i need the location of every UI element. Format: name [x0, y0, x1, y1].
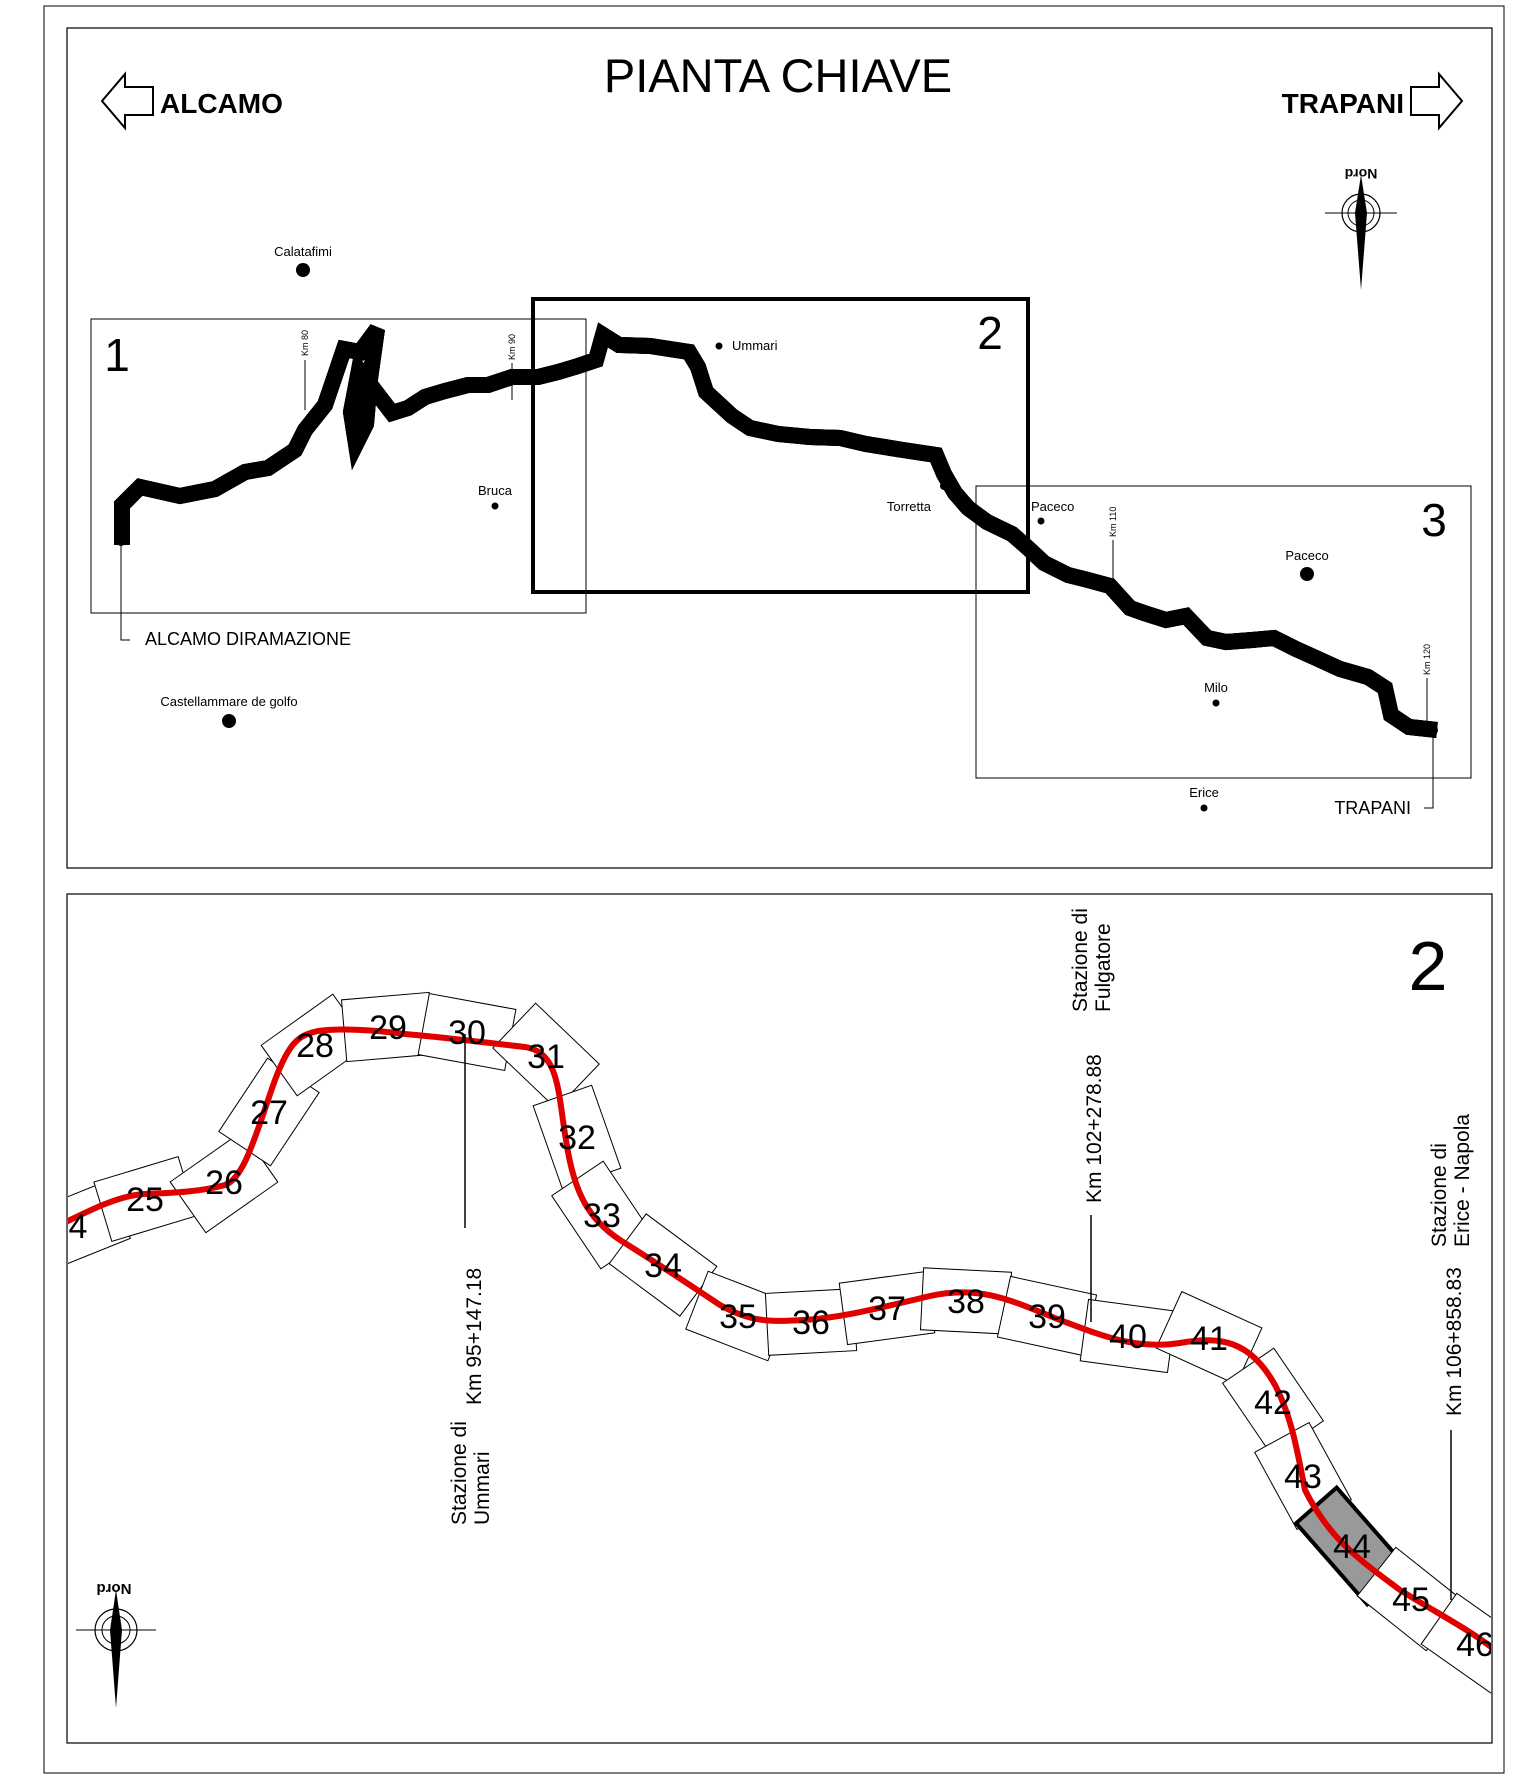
- key-map-corridor: [114, 322, 1438, 738]
- erice-station-km: Km 106+858.83: [1443, 1267, 1466, 1416]
- detail-north-arrow-icon: [76, 1590, 156, 1708]
- segment-label-46: 46: [1456, 1626, 1494, 1664]
- paceco-large-label: Paceco: [1285, 548, 1328, 563]
- sheet-1-box: [90, 318, 587, 614]
- erice-label: Erice: [1189, 785, 1219, 800]
- segment-label-41: 41: [1190, 1320, 1228, 1358]
- ummari-station-line2: Ummari: [471, 1452, 494, 1526]
- castellammare-dot: [222, 714, 236, 728]
- calatafimi-label: Calatafimi: [274, 244, 332, 259]
- milo-dot: [1212, 699, 1220, 707]
- km90-label: Km 90: [507, 334, 517, 360]
- start-point-label: ALCAMO DIRAMAZIONE: [145, 629, 351, 649]
- castellammare-label: Castellammare de golfo: [160, 694, 297, 709]
- north-arrow-icon: [1325, 175, 1397, 290]
- direction-left-label: ALCAMO: [160, 88, 283, 119]
- paceco-small-label: Paceco: [1031, 499, 1074, 514]
- bruca-label: Bruca: [478, 483, 513, 498]
- detail-sheet-number: 2: [1409, 927, 1448, 1005]
- segment-label-25: 25: [126, 1181, 164, 1219]
- detail-route-line: [68, 1026, 1491, 1651]
- erice-dot: [1200, 804, 1208, 812]
- erice-station-line1: Stazione di: [1428, 1143, 1451, 1247]
- erice-station-line2: Erice - Napola: [1451, 1114, 1474, 1247]
- paceco-small-dot: [1037, 517, 1045, 525]
- bruca-dot: [491, 502, 499, 510]
- ummari-station-km: Km 95+147.18: [463, 1268, 486, 1405]
- sheet-1-number: 1: [104, 329, 130, 381]
- key-map-route: [122, 329, 1437, 730]
- ummari-station-line1: Stazione di: [448, 1421, 471, 1525]
- fulgatore-station-line2: Fulgatore: [1092, 923, 1115, 1012]
- left-arrow-icon: [100, 71, 154, 131]
- page-title: PIANTA CHIAVE: [604, 49, 952, 102]
- torretta-dot: [940, 482, 948, 490]
- fulgatore-station-km: Km 102+278.88: [1083, 1054, 1106, 1203]
- segment-label-4: 4: [69, 1208, 88, 1246]
- segment-label-32: 32: [558, 1119, 596, 1157]
- sheet-3-box: [975, 485, 1472, 779]
- segment-label-33: 33: [583, 1197, 621, 1235]
- segment-label-40: 40: [1109, 1318, 1147, 1356]
- segment-label-39: 39: [1028, 1298, 1066, 1336]
- segment-label-37: 37: [868, 1290, 906, 1328]
- sheet-2-box: [531, 297, 1030, 594]
- fulgatore-station-line1: Stazione di: [1069, 908, 1092, 1012]
- ummari-label: Ummari: [732, 338, 778, 353]
- segment-label-42: 42: [1254, 1384, 1292, 1422]
- km120-label: Km 120: [1422, 644, 1432, 675]
- segment-label-45: 45: [1392, 1581, 1430, 1619]
- right-arrow-icon: [1410, 71, 1464, 131]
- segment-label-36: 36: [792, 1304, 830, 1342]
- km80-label: Km 80: [300, 330, 310, 356]
- segment-label-44: 44: [1333, 1528, 1371, 1566]
- segment-label-29: 29: [369, 1009, 407, 1047]
- segment-label-27: 27: [250, 1094, 288, 1132]
- key-map-frame: [66, 27, 1493, 869]
- sheet-3-number: 3: [1421, 494, 1447, 546]
- calatafimi-dot: [296, 263, 310, 277]
- ummari-dot: [715, 342, 723, 350]
- paceco-large-dot: [1300, 567, 1314, 581]
- segment-label-34: 34: [644, 1247, 682, 1285]
- segment-label-30: 30: [448, 1014, 486, 1052]
- km110-label: Km 110: [1108, 507, 1118, 537]
- detail-north-label: Nord: [97, 1580, 132, 1597]
- torretta-label: Torretta: [887, 499, 932, 514]
- key-map-corridor-inner: [122, 329, 1437, 730]
- segment-label-31: 31: [527, 1038, 565, 1076]
- direction-right-label: TRAPANI: [1282, 88, 1404, 119]
- sheet-border: [43, 5, 1505, 1774]
- segment-label-35: 35: [719, 1298, 757, 1336]
- segment-label-43: 43: [1284, 1458, 1322, 1496]
- detail-map-frame: [66, 893, 1493, 1744]
- key-map-panel: PIANTA CHIAVE ALCAMO TRAPANI Nord 1 2 3 …: [66, 27, 1493, 869]
- north-label: Nord: [1345, 166, 1378, 182]
- segment-label-38: 38: [947, 1283, 985, 1321]
- sheet-2-number: 2: [977, 307, 1003, 359]
- milo-label: Milo: [1204, 680, 1228, 695]
- end-point-label: TRAPANI: [1334, 798, 1411, 818]
- segment-label-26: 26: [205, 1164, 243, 1202]
- segment-label-28: 28: [296, 1027, 334, 1065]
